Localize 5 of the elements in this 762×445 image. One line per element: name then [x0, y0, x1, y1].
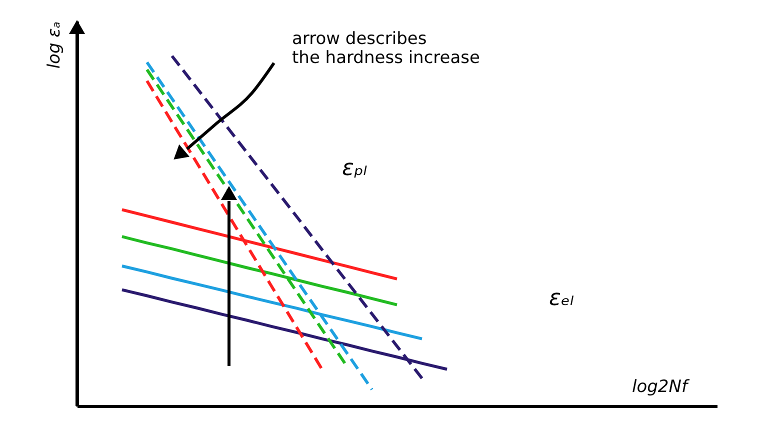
text: εₑₗ	[549, 286, 574, 311]
y-axis-title: log εₐ	[44, 22, 64, 69]
annotation: arrow describes the hardness increase	[292, 29, 480, 68]
text: log2Nf	[632, 377, 690, 397]
annotation: εₚₗ	[342, 156, 368, 181]
